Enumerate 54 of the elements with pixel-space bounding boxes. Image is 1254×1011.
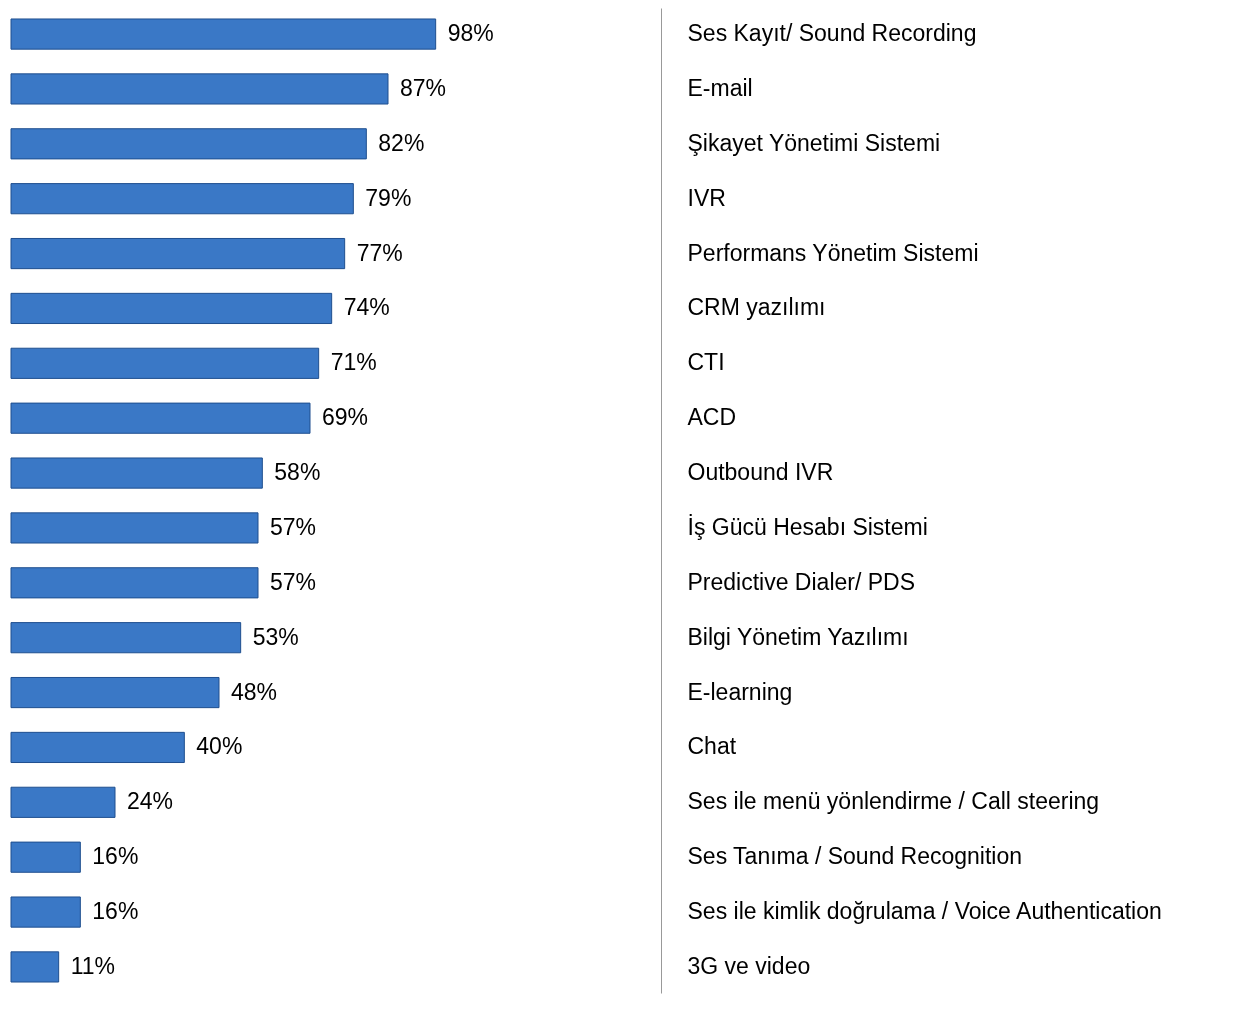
data-label: 57%: [270, 568, 317, 595]
y-tick-label: IVR: [687, 184, 726, 211]
bar: [10, 402, 311, 434]
data-label: 69%: [322, 404, 369, 431]
data-label: 16%: [92, 898, 139, 925]
bar: [10, 18, 437, 50]
bar: [10, 347, 320, 379]
bar: [10, 457, 263, 489]
data-label: 16%: [92, 843, 139, 870]
bar: [10, 896, 81, 928]
y-tick-label: Ses ile kimlik doğrulama / Voice Authentication: [687, 898, 1162, 925]
y-tick-label: ACD: [687, 404, 737, 431]
data-label: 58%: [274, 459, 321, 486]
y-tick-label: Predictive Dialer/ PDS: [687, 568, 916, 595]
y-tick-label: Outbound IVR: [687, 459, 834, 486]
data-label: 11%: [70, 952, 115, 979]
bar: [10, 512, 259, 544]
y-tick-label: Performans Yönetim Sistemi: [687, 239, 979, 266]
data-label: 24%: [127, 788, 174, 815]
y-tick-label: Chat: [687, 733, 737, 760]
y-tick-label: E-learning: [687, 678, 793, 705]
data-label: 57%: [270, 513, 317, 540]
data-label: 74%: [343, 294, 390, 321]
y-tick-label: Ses ile menü yönlendirme / Call steering: [687, 788, 1100, 815]
y-tick-label: Ses Kayıt/ Sound Recording: [687, 20, 977, 47]
data-label: 82%: [378, 129, 425, 156]
y-tick-label: CTI: [687, 349, 725, 376]
data-label: 98%: [447, 20, 494, 47]
data-label: 87%: [400, 74, 447, 101]
data-label: 71%: [330, 349, 377, 376]
data-label: 53%: [252, 623, 299, 650]
data-label: 79%: [365, 184, 412, 211]
bar: [10, 841, 81, 873]
bar: [10, 292, 333, 325]
bar: [10, 676, 220, 709]
bar: [10, 731, 185, 764]
y-tick-label: İş Gücü Hesabı Sistemi: [687, 513, 928, 540]
bar: [10, 128, 367, 160]
data-label: 77%: [356, 239, 403, 266]
y-tick-label: Bilgi Yönetim Yazılımı: [687, 623, 909, 650]
bar: [10, 951, 60, 983]
data-label: 40%: [196, 733, 243, 760]
bar: [10, 567, 259, 599]
y-tick-label: Ses Tanıma / Sound Recognition: [687, 843, 1023, 870]
y-tick-label: Şikayet Yönetimi Sistemi: [687, 129, 941, 156]
bar: [10, 237, 346, 270]
bar: [10, 183, 354, 215]
data-label: 48%: [231, 678, 278, 705]
bar: [10, 622, 242, 654]
bar: [10, 786, 116, 818]
y-tick-label: CRM yazılımı: [687, 294, 826, 321]
bar: [10, 73, 389, 105]
y-tick-label: 3G ve video: [687, 952, 811, 979]
y-tick-label: E-mail: [687, 74, 753, 101]
